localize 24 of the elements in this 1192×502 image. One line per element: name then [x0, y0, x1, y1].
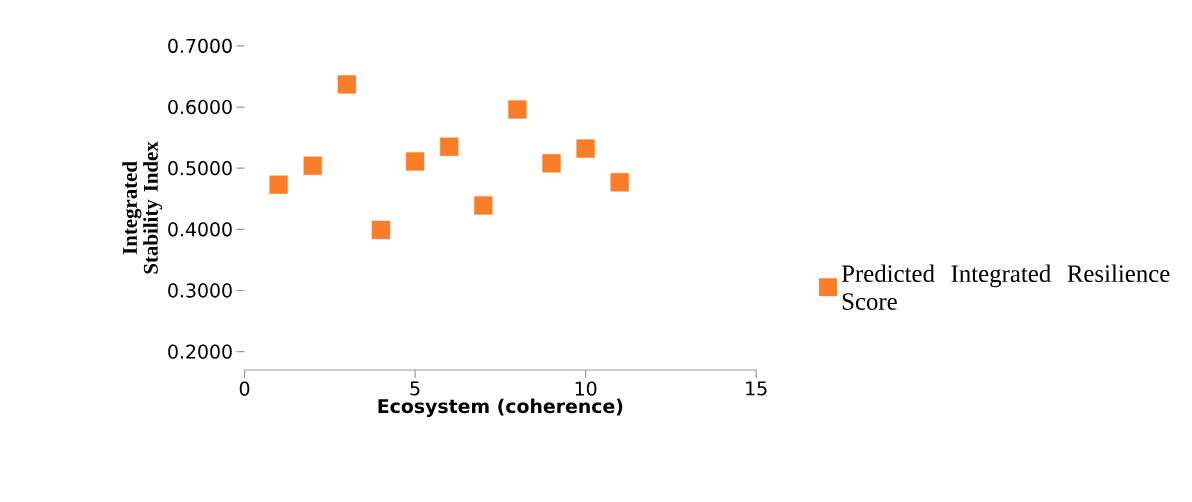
- point: [371, 220, 391, 240]
- y-tick-label: 0.6000: [168, 100, 232, 115]
- x-tick-label: 10: [575, 381, 597, 396]
- point: [576, 139, 595, 158]
- x-tick-label: 5: [410, 381, 420, 396]
- point: [440, 137, 459, 157]
- point: [542, 154, 561, 173]
- point: [337, 75, 357, 94]
- y-axis-title: Integrated Stability Index: [122, 141, 163, 274]
- y-tick-label: 0.3000: [168, 283, 232, 298]
- y-tick-label: 0.5000: [168, 161, 232, 176]
- y-tick-label: 0.2000: [168, 344, 232, 359]
- x-tick-label: 0: [239, 381, 250, 396]
- x-axis-title: Ecosystem (coherence): [378, 398, 623, 418]
- point: [303, 156, 322, 176]
- point: [508, 100, 527, 119]
- point: [474, 196, 493, 215]
- y-tick-label: 0.7000: [168, 38, 232, 54]
- point: [405, 152, 425, 171]
- point: [610, 173, 629, 192]
- x-tick-label: 15: [746, 381, 767, 396]
- point: [269, 175, 288, 195]
- legend-label: Predicted Integrated Resilience Score: [841, 264, 1170, 311]
- y-tick-label: 0.4000: [168, 222, 232, 237]
